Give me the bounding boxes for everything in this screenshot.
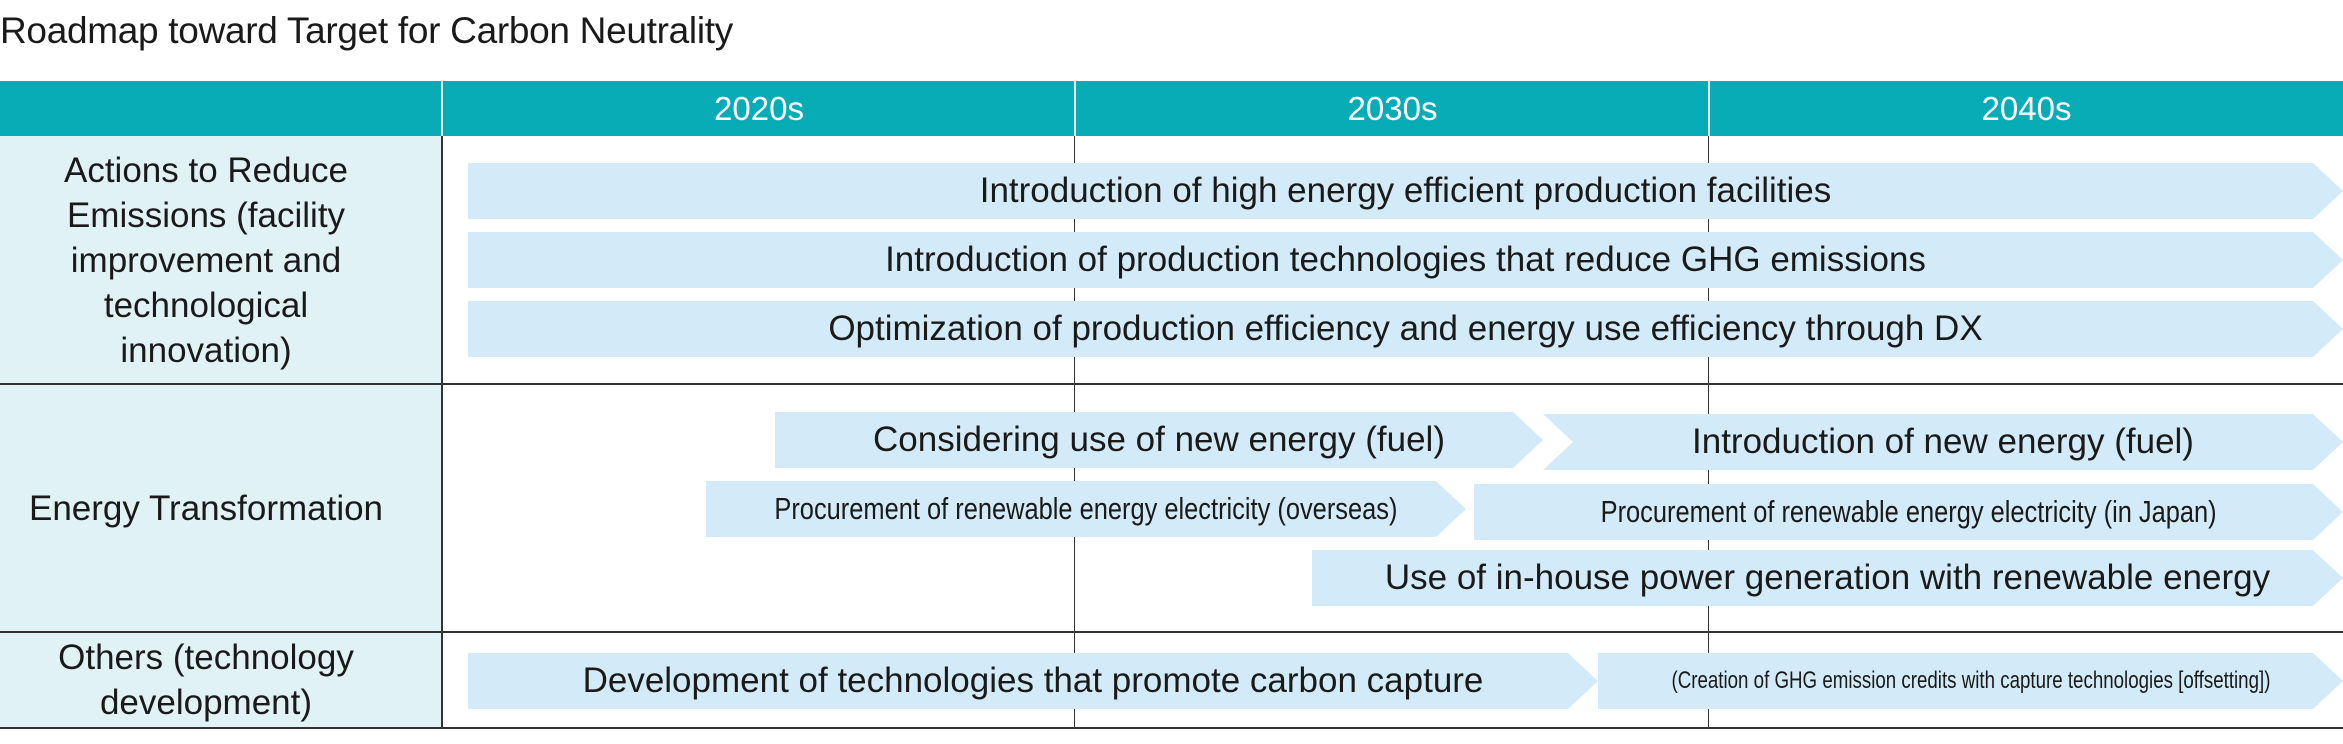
roadmap-bar: Introduction of production technologies … xyxy=(468,232,2343,288)
row-label-reduce-emissions: Actions to Reduce Emissions (facility im… xyxy=(63,151,349,370)
row-separator xyxy=(0,383,2343,385)
header-divider xyxy=(1708,81,1710,136)
header-divider xyxy=(1074,81,1076,136)
roadmap-bar: (Creation of GHG emission credits with c… xyxy=(1598,653,2343,709)
row-separator xyxy=(0,727,2343,729)
roadmap-bar: Introduction of new energy (fuel) xyxy=(1543,414,2343,470)
page-title: Roadmap toward Target for Carbon Neutral… xyxy=(0,10,733,51)
roadmap-table: 2020s 2030s 2040s Actions to Reduce Emis… xyxy=(0,81,2343,729)
row-label-others: Others (technology development) xyxy=(58,638,354,722)
row-separator xyxy=(0,631,2343,633)
category-column xyxy=(0,136,441,729)
roadmap-bar: Introduction of high energy efficient pr… xyxy=(468,163,2343,219)
roadmap-bar: Procurement of renewable energy electric… xyxy=(706,481,1466,537)
roadmap-bar: Use of in-house power generation with re… xyxy=(1312,550,2343,606)
decade-header: 2020s 2030s 2040s xyxy=(0,81,2343,136)
row-label-energy-transformation: Energy Transformation xyxy=(28,488,384,528)
header-divider xyxy=(441,81,443,136)
decade-2030s: 2030s xyxy=(1347,90,1438,127)
roadmap-bar: Considering use of new energy (fuel) xyxy=(775,412,1543,468)
decade-2040s: 2040s xyxy=(1981,90,2072,127)
roadmap-bar: Procurement of renewable energy electric… xyxy=(1474,484,2343,540)
roadmap-bar: Optimization of production efficiency an… xyxy=(468,301,2343,357)
column-separator xyxy=(441,136,443,729)
roadmap-bar: Development of technologies that promote… xyxy=(468,653,1598,709)
decade-2020s: 2020s xyxy=(714,90,804,127)
